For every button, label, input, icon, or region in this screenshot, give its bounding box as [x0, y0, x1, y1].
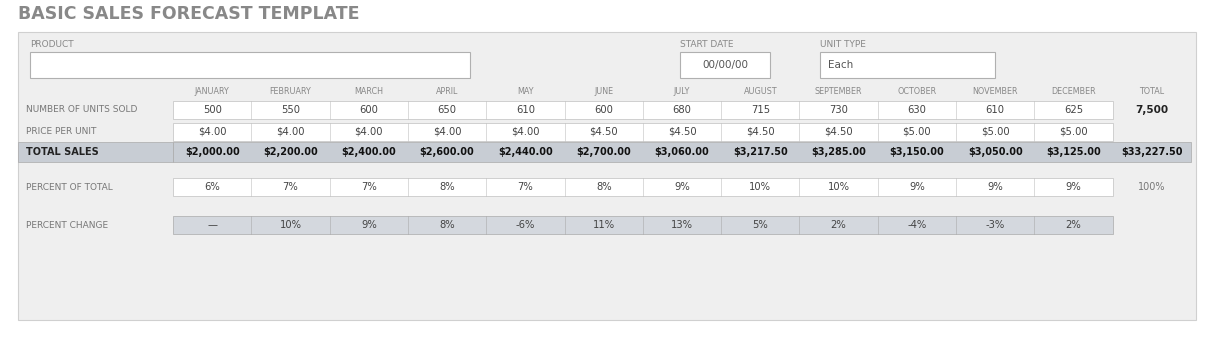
Bar — [820, 52, 995, 78]
Text: $4.00: $4.00 — [433, 127, 461, 137]
Text: 610: 610 — [516, 105, 535, 115]
Text: 680: 680 — [672, 105, 691, 115]
Text: $4.50: $4.50 — [825, 127, 853, 137]
Bar — [173, 216, 1112, 234]
Text: $4.00: $4.00 — [198, 127, 227, 137]
Text: BASIC SALES FORECAST TEMPLATE: BASIC SALES FORECAST TEMPLATE — [18, 5, 359, 23]
Bar — [0, 0, 1213, 28]
Text: $3,050.00: $3,050.00 — [968, 147, 1023, 157]
Text: PRICE PER UNIT: PRICE PER UNIT — [25, 127, 96, 136]
Text: AUGUST: AUGUST — [744, 88, 778, 96]
Text: 600: 600 — [359, 105, 378, 115]
Text: PERCENT CHANGE: PERCENT CHANGE — [25, 220, 108, 229]
Text: $4.50: $4.50 — [667, 127, 696, 137]
Text: $33,227.50: $33,227.50 — [1121, 147, 1183, 157]
Text: PRODUCT: PRODUCT — [30, 40, 74, 49]
Text: -6%: -6% — [516, 220, 535, 230]
Text: DECEMBER: DECEMBER — [1052, 88, 1095, 96]
Text: START DATE: START DATE — [680, 40, 734, 49]
Bar — [680, 52, 770, 78]
Text: 500: 500 — [203, 105, 222, 115]
Text: 5%: 5% — [752, 220, 768, 230]
Text: PERCENT OF TOTAL: PERCENT OF TOTAL — [25, 183, 113, 191]
Text: MARCH: MARCH — [354, 88, 383, 96]
Text: 610: 610 — [986, 105, 1004, 115]
Text: Each: Each — [828, 60, 853, 70]
Text: $3,217.50: $3,217.50 — [733, 147, 787, 157]
Bar — [18, 142, 173, 162]
Text: $3,150.00: $3,150.00 — [889, 147, 944, 157]
Text: $5.00: $5.00 — [902, 127, 932, 137]
Text: -3%: -3% — [986, 220, 1004, 230]
Text: 6%: 6% — [204, 182, 220, 192]
Text: 9%: 9% — [987, 182, 1003, 192]
Text: 630: 630 — [907, 105, 927, 115]
Text: 8%: 8% — [596, 182, 611, 192]
Text: 10%: 10% — [827, 182, 849, 192]
Text: 730: 730 — [830, 105, 848, 115]
Text: 7%: 7% — [283, 182, 298, 192]
Text: -4%: -4% — [907, 220, 927, 230]
Text: 9%: 9% — [361, 220, 377, 230]
Text: $2,200.00: $2,200.00 — [263, 147, 318, 157]
Text: $5.00: $5.00 — [1059, 127, 1088, 137]
Text: $5.00: $5.00 — [981, 127, 1009, 137]
Text: 7%: 7% — [361, 182, 377, 192]
Text: $4.00: $4.00 — [277, 127, 304, 137]
Text: UNIT TYPE: UNIT TYPE — [820, 40, 866, 49]
Text: 2%: 2% — [831, 220, 847, 230]
Text: 550: 550 — [281, 105, 300, 115]
Text: 8%: 8% — [439, 182, 455, 192]
Text: 625: 625 — [1064, 105, 1083, 115]
Text: $2,600.00: $2,600.00 — [420, 147, 474, 157]
Text: JUNE: JUNE — [594, 88, 614, 96]
Text: $2,700.00: $2,700.00 — [576, 147, 631, 157]
Text: JULY: JULY — [673, 88, 690, 96]
Text: 7,500: 7,500 — [1135, 105, 1168, 115]
Text: OCTOBER: OCTOBER — [898, 88, 936, 96]
Text: $2,000.00: $2,000.00 — [184, 147, 239, 157]
Text: 9%: 9% — [909, 182, 924, 192]
Text: $3,285.00: $3,285.00 — [811, 147, 866, 157]
Text: 11%: 11% — [593, 220, 615, 230]
Text: $3,060.00: $3,060.00 — [655, 147, 710, 157]
Text: 8%: 8% — [439, 220, 455, 230]
Text: NOVEMBER: NOVEMBER — [973, 88, 1018, 96]
Text: 10%: 10% — [279, 220, 302, 230]
Text: $4.00: $4.00 — [354, 127, 383, 137]
Bar — [173, 178, 1112, 196]
Text: 2%: 2% — [1066, 220, 1082, 230]
Text: 00/00/00: 00/00/00 — [702, 60, 748, 70]
Bar — [173, 101, 1112, 119]
Text: 7%: 7% — [518, 182, 534, 192]
Bar — [30, 52, 469, 78]
Text: $2,400.00: $2,400.00 — [341, 147, 397, 157]
Text: 13%: 13% — [671, 220, 693, 230]
Text: —: — — [207, 220, 217, 230]
Text: $4.00: $4.00 — [511, 127, 540, 137]
Text: APRIL: APRIL — [435, 88, 459, 96]
Text: $4.50: $4.50 — [590, 127, 617, 137]
Bar — [18, 32, 1196, 320]
Text: FEBRUARY: FEBRUARY — [269, 88, 312, 96]
Text: JANUARY: JANUARY — [195, 88, 229, 96]
Text: $3,125.00: $3,125.00 — [1046, 147, 1101, 157]
Text: 650: 650 — [438, 105, 456, 115]
Text: SEPTEMBER: SEPTEMBER — [815, 88, 862, 96]
Text: TOTAL SALES: TOTAL SALES — [25, 147, 98, 157]
Text: MAY: MAY — [517, 88, 534, 96]
Text: 600: 600 — [594, 105, 613, 115]
Text: 100%: 100% — [1138, 182, 1166, 192]
Text: 9%: 9% — [674, 182, 690, 192]
Text: $2,440.00: $2,440.00 — [499, 147, 553, 157]
Text: 715: 715 — [751, 105, 770, 115]
Text: 9%: 9% — [1066, 182, 1082, 192]
Text: TOTAL: TOTAL — [1139, 88, 1164, 96]
Text: NUMBER OF UNITS SOLD: NUMBER OF UNITS SOLD — [25, 105, 137, 115]
Text: 10%: 10% — [750, 182, 771, 192]
Bar — [173, 123, 1112, 141]
Text: $4.50: $4.50 — [746, 127, 775, 137]
Bar — [173, 142, 1191, 162]
